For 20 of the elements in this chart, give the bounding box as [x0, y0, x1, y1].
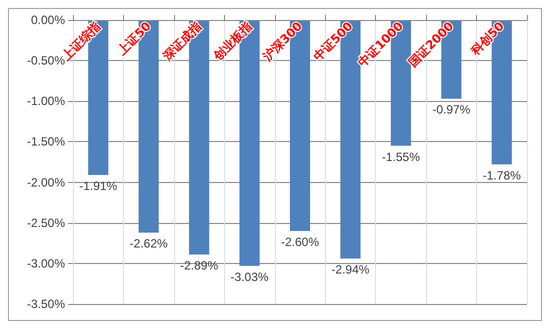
y-tick-label: 0.00% [30, 13, 66, 27]
y-tick-label: -0.50% [26, 54, 66, 68]
y-tick-label: -1.00% [26, 94, 66, 108]
y-tick-label: -2.00% [26, 175, 66, 190]
data-label: -3.03% [230, 270, 269, 284]
x-tick-label: 科创50 [467, 19, 507, 58]
x-tick-label: 创业板指 [210, 19, 255, 64]
x-tick-label: 深证成指 [160, 19, 204, 64]
data-label: -1.55% [382, 150, 420, 164]
x-tick-label: 上证50 [114, 19, 154, 58]
y-tick-label: -3.50% [26, 297, 66, 311]
data-label: -1.91% [79, 178, 118, 193]
data-label: -1.78% [482, 168, 522, 182]
y-tick-label: -2.50% [26, 216, 66, 230]
y-tick-label: -1.50% [26, 134, 66, 149]
data-label: -2.94% [331, 262, 370, 277]
data-label: -0.97% [432, 102, 471, 117]
y-tick-label: -3.00% [26, 256, 66, 270]
data-label: -2.60% [280, 234, 320, 249]
data-label: -2.62% [130, 236, 168, 251]
